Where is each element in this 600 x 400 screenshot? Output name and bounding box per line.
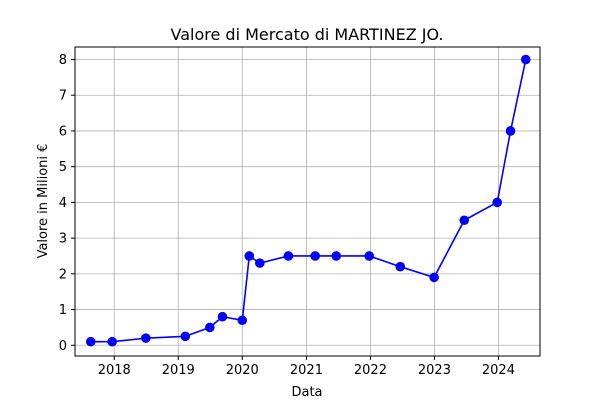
data-point <box>364 251 375 261</box>
grid <box>75 47 540 356</box>
y-axis-label: Valore in Milioni € <box>36 144 51 259</box>
x-tick-label: 2021 <box>290 363 323 378</box>
data-point <box>237 315 248 326</box>
series-line <box>90 59 527 343</box>
data-point <box>283 251 294 261</box>
y-axis-ticks: 0 1 2 3 4 5 6 7 8 <box>59 53 75 354</box>
data-point <box>180 331 191 342</box>
series-layer <box>85 54 531 347</box>
y-tick-label: 6 <box>59 124 67 139</box>
data-point <box>107 336 117 347</box>
x-tick-label: 2023 <box>418 363 451 378</box>
chart-title: Valore di Mercato di MARTINEZ JO. <box>171 25 444 44</box>
data-point <box>429 272 439 283</box>
data-point <box>310 251 321 261</box>
data-point <box>520 54 531 65</box>
data-point <box>205 322 215 333</box>
data-point <box>141 333 151 343</box>
data-point <box>395 261 406 272</box>
data-point <box>255 258 265 268</box>
data-point <box>492 197 503 208</box>
y-tick-label: 5 <box>59 160 67 175</box>
data-point <box>459 215 470 226</box>
x-axis-label: Data <box>291 385 322 400</box>
y-tick-label: 7 <box>59 89 67 104</box>
x-axis-ticks: 2018 2019 2020 2021 2022 2023 2024 <box>98 356 515 378</box>
data-point <box>244 251 255 261</box>
y-tick-label: 3 <box>59 232 67 247</box>
y-tick-label: 4 <box>59 196 67 211</box>
y-tick-label: 2 <box>59 267 67 282</box>
data-point <box>505 126 516 136</box>
x-tick-label: 2024 <box>482 363 515 378</box>
y-tick-label: 8 <box>59 53 67 68</box>
x-tick-label: 2020 <box>226 363 259 378</box>
x-tick-label: 2022 <box>354 363 387 378</box>
plot-frame <box>74 46 541 357</box>
data-point <box>331 251 342 261</box>
data-point <box>217 311 228 322</box>
x-tick-label: 2018 <box>98 363 131 378</box>
y-tick-label: 0 <box>59 339 67 354</box>
data-point <box>85 336 96 347</box>
x-tick-label: 2019 <box>162 363 195 378</box>
y-tick-label: 1 <box>59 303 67 318</box>
